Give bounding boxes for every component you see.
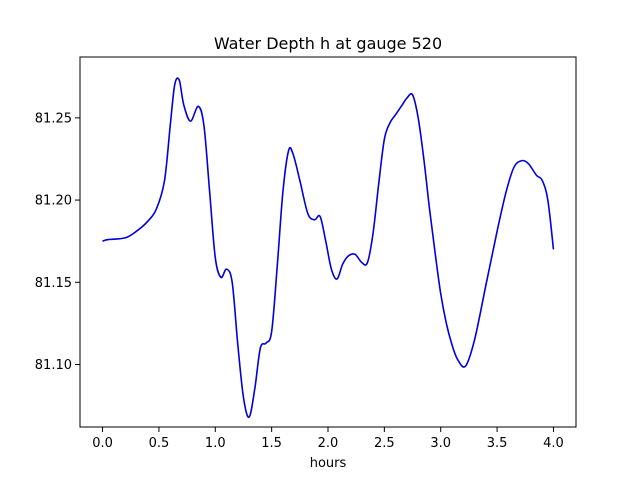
x-tick-label: 1.0 [205, 436, 226, 451]
x-tick-label: 3.5 [487, 436, 508, 451]
x-axis-label: hours [310, 456, 347, 471]
x-tick-label: 2.5 [374, 436, 395, 451]
x-tick-label: 3.0 [430, 436, 451, 451]
x-tick-label: 0.0 [92, 436, 113, 451]
chart-title: Water Depth h at gauge 520 [214, 34, 442, 53]
x-tick-label: 0.5 [149, 436, 170, 451]
y-axis: 81.10 81.15 81.20 81.25 [35, 111, 80, 373]
y-tick-label: 81.10 [35, 358, 72, 373]
y-tick-label: 81.20 [35, 194, 72, 209]
x-tick-label: 1.5 [261, 436, 282, 451]
y-tick-label: 81.25 [35, 111, 72, 126]
series-line [102, 77, 555, 418]
x-tick-label: 2.0 [318, 436, 339, 451]
x-tick-label: 4.0 [543, 436, 564, 451]
x-axis: 0.0 0.5 1.0 1.5 2.0 2.5 3.0 3.5 4.0 [92, 427, 564, 451]
y-tick-label: 81.15 [35, 276, 72, 291]
plot-area [79, 56, 577, 428]
